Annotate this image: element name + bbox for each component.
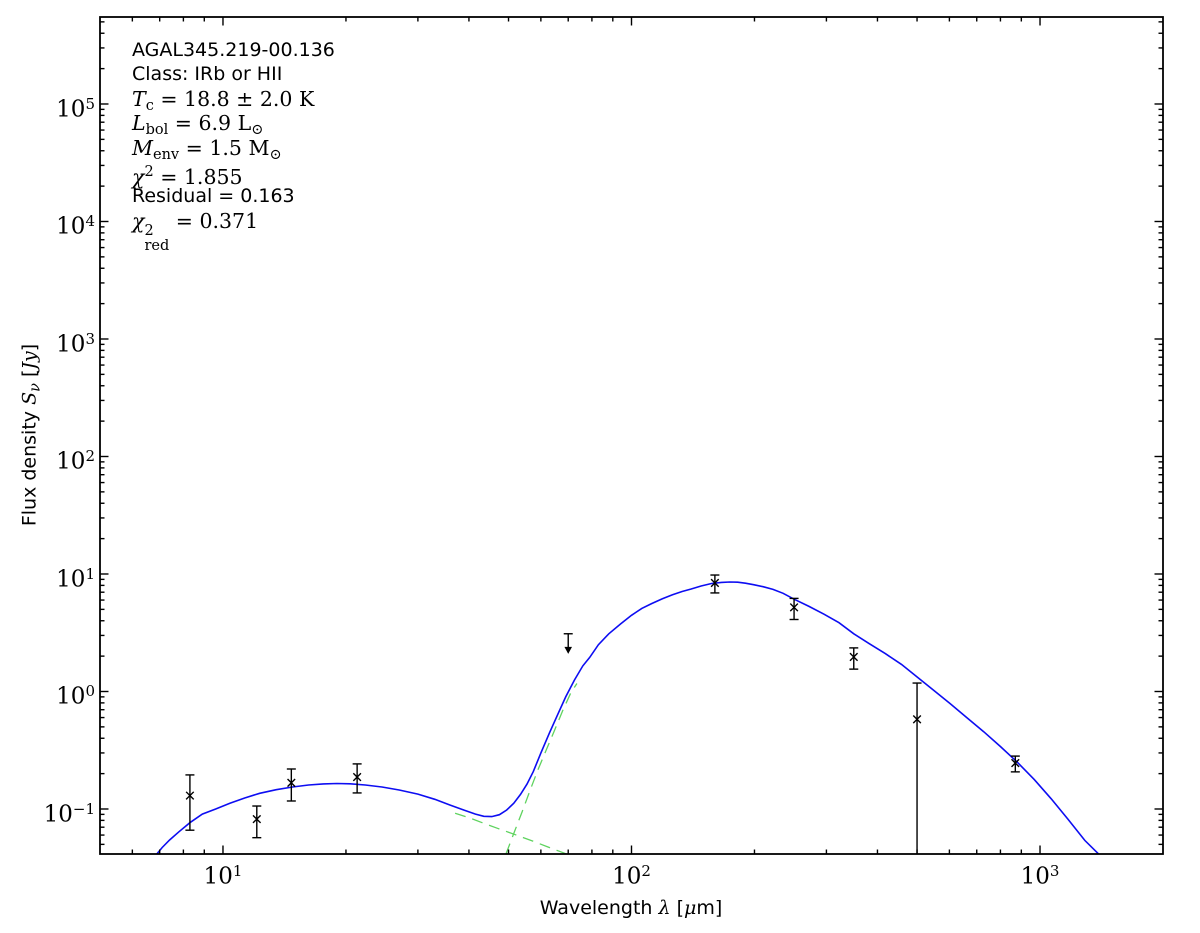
x-tick-label-10e2: 102 (612, 862, 651, 890)
model-curves (155, 581, 1100, 854)
fit-info-line-4: Lbol = 6.9 L⊙ (132, 111, 264, 139)
data-point-500um (912, 682, 922, 854)
data-point-870um (1010, 755, 1020, 773)
y-tick-label-10e2: 102 (56, 447, 95, 475)
x-tick-label-10e3: 103 (1020, 862, 1060, 890)
data-point-8.3um (185, 774, 195, 831)
data-point-350um (849, 647, 859, 670)
data-point-160um (710, 574, 720, 594)
data-point-12.1um (252, 805, 262, 839)
y-tick-label-10e5: 105 (56, 94, 95, 123)
y-tick-label-10e1: 101 (56, 564, 95, 593)
model-total-curve (155, 581, 1100, 854)
data-point-14.7um (286, 768, 296, 802)
fit-info-block: AGAL345.219-00.136 Class: IRb or HII Tc = … (132, 38, 335, 254)
x-marker (185, 791, 195, 800)
x-marker (710, 578, 720, 588)
x-axis-title: Wavelength λ [μm] (539, 897, 723, 919)
data-points (185, 574, 1020, 854)
x-marker (352, 772, 362, 782)
x-marker (252, 814, 262, 824)
x-marker (912, 714, 922, 724)
y-axis-title: Flux density Sν [Jy] (18, 343, 44, 527)
data-point-21.3um (352, 763, 362, 794)
down-arrow-icon (564, 646, 573, 654)
fit-info-line-6: χ2 = 1.855 (132, 163, 243, 189)
axis-ticks (100, 17, 1163, 854)
y-tick-label-10e0: 100 (56, 682, 95, 710)
x-marker (789, 603, 799, 612)
fit-info-line-8: χ 2 red = 0.371 (132, 208, 259, 254)
fit-info-line-2: Class: IRb or HII (132, 63, 283, 86)
warm-component-curve (454, 812, 569, 854)
x-marker (849, 652, 859, 662)
fit-info-line-7: Residual = 0.163 (132, 185, 295, 208)
x-marker (287, 778, 296, 788)
fit-info-line-5: Menv = 1.5 M⊙ (132, 135, 282, 163)
y-tick-label-10e3: 103 (56, 329, 95, 358)
fit-info-line-3: Tc = 18.8 ± 2.0 K (132, 86, 315, 114)
upper-limit-70um (563, 633, 573, 654)
x-marker (1011, 758, 1020, 768)
y-tick-label-10e4: 104 (56, 212, 95, 240)
y-tick-label-10e−1: 10−1 (43, 799, 95, 828)
fit-info-line-1: AGAL345.219-00.136 (132, 39, 335, 61)
data-point-250um (789, 597, 799, 621)
x-tick-label-10e1: 101 (203, 862, 243, 890)
cold-component-curve (505, 683, 578, 854)
